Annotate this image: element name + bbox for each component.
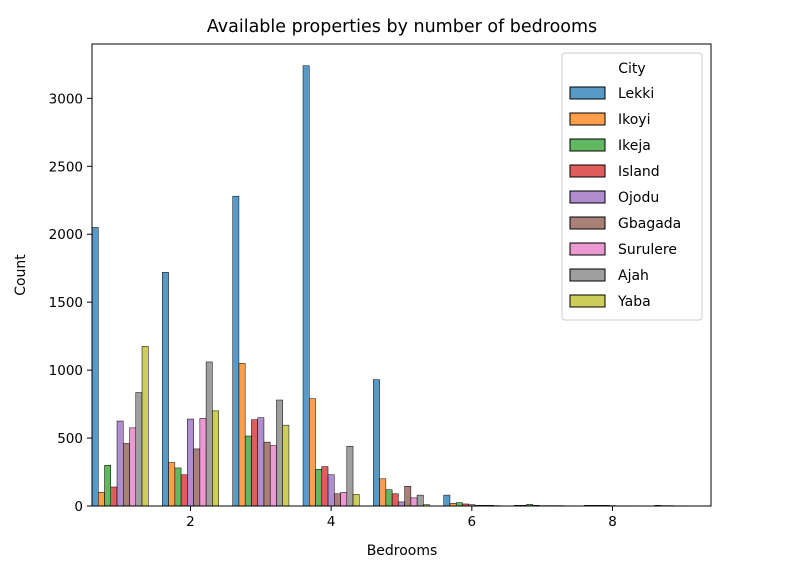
bar-island-2: [181, 475, 187, 506]
legend-label-ojodu: Ojodu: [618, 190, 659, 206]
legend-label-gbagada: Gbagada: [618, 216, 681, 232]
y-axis: 0 500 1000 1500 2000 2500 3000: [49, 91, 92, 515]
legend-swatch-yaba: [570, 295, 605, 307]
x-axis: 2 4 6 8: [186, 506, 617, 530]
legend: City Lekki Ikoyi Ikeja Island Ojodu Gbagada Su…: [562, 53, 702, 320]
bar-lekki-3: [233, 196, 239, 506]
bar-yaba-2: [212, 411, 218, 506]
bar-ojodu-5: [398, 502, 404, 506]
bar-ajah-4: [347, 446, 353, 506]
legend-swatch-ikoyi: [570, 113, 605, 125]
bar-ikeja-4: [316, 469, 322, 506]
x-tick-label: 4: [327, 514, 336, 530]
bar-island-1: [111, 487, 117, 506]
legend-swatch-island: [570, 165, 605, 177]
bar-island-3: [251, 420, 257, 506]
legend-label-yaba: Yaba: [617, 294, 651, 310]
bar-surulere-1: [130, 428, 136, 506]
y-tick-label: 1000: [49, 363, 83, 379]
bar-surulere-5: [411, 498, 417, 506]
bar-lekki-2: [162, 272, 168, 506]
bar-ikeja-5: [386, 490, 392, 506]
bar-ajah-3: [276, 400, 282, 506]
bar-ikeja-1: [105, 465, 111, 506]
legend-swatch-ojodu: [570, 191, 605, 203]
bar-ajah-5: [417, 495, 423, 506]
bar-lekki-6: [444, 495, 450, 506]
y-axis-label: Count: [13, 254, 29, 296]
legend-label-ajah: Ajah: [618, 268, 649, 284]
bar-yaba-4: [353, 494, 359, 506]
bar-gbagada-1: [123, 443, 129, 506]
bar-gbagada-2: [194, 449, 200, 506]
bar-yaba-1: [142, 346, 148, 506]
bar-ikoyi-4: [309, 399, 315, 506]
bar-lekki-5: [373, 380, 379, 506]
bar-ikoyi-3: [239, 363, 245, 506]
legend-label-lekki: Lekki: [618, 86, 654, 102]
bar-lekki-4: [303, 66, 309, 506]
bar-ojodu-4: [328, 475, 334, 506]
y-tick-label: 2500: [49, 159, 83, 175]
y-tick-label: 1500: [49, 295, 83, 311]
legend-label-surulere: Surulere: [618, 242, 677, 258]
legend-swatch-lekki: [570, 87, 605, 99]
legend-title: City: [618, 61, 645, 77]
bar-surulere-2: [200, 418, 206, 506]
bar-yaba-3: [283, 425, 289, 506]
bar-gbagada-5: [405, 486, 411, 506]
bar-ikoyi-5: [380, 479, 386, 506]
x-tick-label: 2: [186, 514, 195, 530]
chart-title: Available properties by number of bedroo…: [207, 17, 597, 37]
bar-ojodu-1: [117, 421, 123, 506]
bar-gbagada-4: [334, 494, 340, 506]
legend-label-island: Island: [618, 164, 660, 180]
bar-ajah-1: [136, 393, 142, 506]
bar-ikeja-2: [175, 468, 181, 506]
legend-swatch-ikeja: [570, 139, 605, 151]
bar-ikeja-6: [456, 503, 462, 506]
bar-ajah-2: [206, 362, 212, 506]
legend-swatch-gbagada: [570, 217, 605, 229]
bar-lekki-1: [92, 227, 98, 506]
y-tick-label: 2000: [49, 227, 83, 243]
y-tick-label: 3000: [49, 91, 83, 107]
legend-label-ikoyi: Ikoyi: [618, 112, 650, 128]
bar-surulere-3: [270, 446, 276, 506]
bar-ojodu-2: [187, 419, 193, 506]
legend-label-ikeja: Ikeja: [618, 138, 651, 154]
bar-island-5: [392, 494, 398, 506]
y-tick-label: 0: [74, 499, 83, 515]
bar-gbagada-3: [264, 442, 270, 506]
x-tick-label: 8: [608, 514, 617, 530]
legend-swatch-surulere: [570, 243, 605, 255]
bar-ikoyi-2: [169, 463, 175, 506]
bar-ikoyi-1: [98, 492, 104, 506]
y-tick-label: 500: [57, 431, 83, 447]
bar-ikeja-3: [245, 436, 251, 506]
bar-island-4: [322, 467, 328, 506]
x-tick-label: 6: [468, 514, 477, 530]
x-axis-label: Bedrooms: [367, 543, 438, 559]
legend-swatch-ajah: [570, 269, 605, 281]
bar-ojodu-3: [258, 418, 264, 506]
bar-surulere-4: [341, 492, 347, 506]
